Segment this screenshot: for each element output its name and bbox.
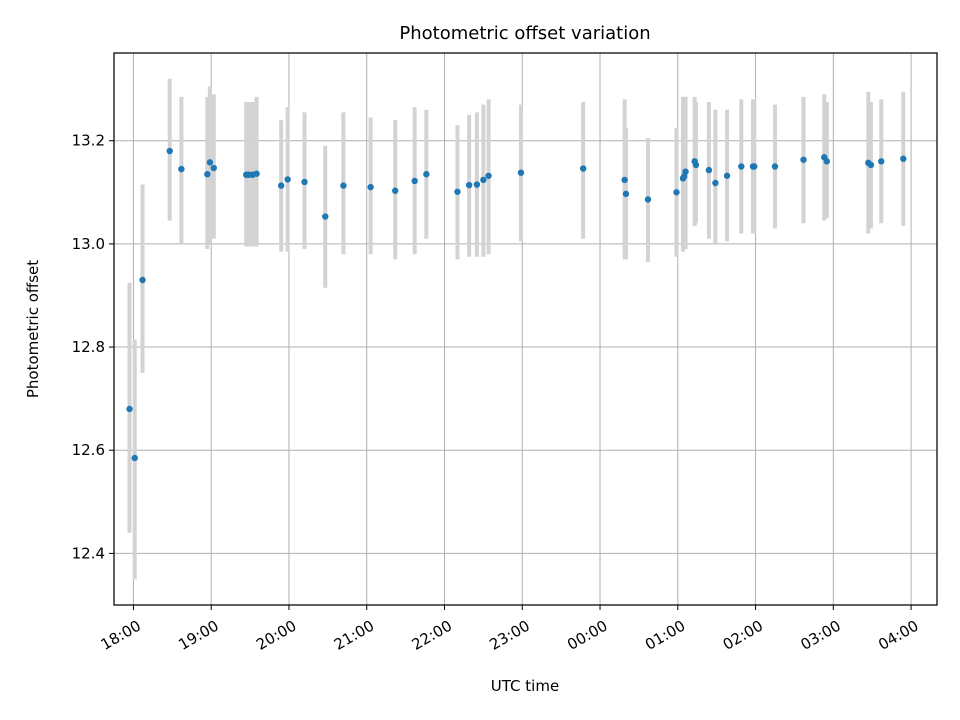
error-bars [127, 78, 906, 580]
y-tick-label: 13.2 [72, 132, 105, 150]
x-tick-label: 04:00 [875, 617, 921, 654]
data-point [878, 158, 885, 165]
y-tick-label: 12.8 [72, 338, 105, 356]
data-point [771, 163, 779, 170]
x-tick-label: 22:00 [409, 617, 455, 654]
data-point [322, 213, 329, 220]
data-point [644, 196, 652, 203]
y-axis-label: Photometric offset [24, 260, 42, 398]
x-tick-label: 21:00 [331, 617, 377, 654]
data-point [692, 161, 700, 169]
data-point [284, 176, 291, 183]
x-tick-label: 20:00 [253, 617, 299, 654]
y-axis-ticks: 12.4 12.6 12.8 13.0 13.2 [72, 132, 114, 562]
data-point [800, 156, 807, 163]
data-point [423, 171, 430, 178]
data-point [823, 158, 831, 165]
x-tick-label: 19:00 [175, 617, 221, 654]
y-tick-label: 12.4 [72, 544, 105, 562]
x-tick-label: 18:00 [98, 617, 144, 654]
data-point [139, 276, 146, 284]
data-point [867, 161, 875, 169]
x-tick-label: 03:00 [797, 617, 843, 654]
data-point [673, 189, 680, 196]
data-point [340, 182, 347, 189]
data-point [392, 187, 399, 194]
x-axis-label: UTC time [491, 677, 559, 695]
data-point [900, 155, 907, 162]
data-point [579, 165, 587, 172]
data-point [367, 183, 374, 191]
data-point [517, 169, 525, 176]
data-point [126, 405, 133, 413]
data-point [621, 176, 628, 184]
data-point [480, 176, 487, 184]
data-point [738, 163, 745, 170]
data-point [131, 454, 138, 462]
data-point [705, 166, 713, 174]
data-point [301, 178, 308, 186]
data-point [723, 172, 731, 179]
data-point [178, 165, 185, 173]
data-point [411, 177, 418, 185]
data-point [277, 182, 285, 189]
plot-frame [113, 52, 938, 606]
data-point [210, 164, 217, 172]
data-point [682, 168, 689, 175]
y-tick-label: 12.6 [72, 441, 105, 459]
data-point [473, 181, 481, 188]
x-tick-label: 01:00 [642, 617, 688, 654]
data-point [465, 181, 473, 189]
data-point [622, 190, 630, 198]
grid-lines [114, 53, 937, 605]
chart-title: Photometric offset variation [399, 23, 650, 44]
data-point [454, 188, 461, 195]
x-axis-ticks: 18:00 19:00 20:00 21:00 22:00 23:00 00:00 01:00… [98, 605, 922, 654]
data-point [712, 179, 719, 187]
data-point [485, 172, 492, 179]
data-point [206, 159, 214, 166]
data-point [204, 171, 211, 178]
data-point [751, 163, 758, 170]
x-tick-label: 00:00 [564, 617, 610, 654]
data-points [126, 147, 907, 462]
data-point [166, 147, 173, 155]
data-point [253, 170, 260, 177]
x-tick-label: 02:00 [720, 617, 766, 654]
x-tick-label: 23:00 [486, 617, 532, 654]
y-tick-label: 13.0 [72, 235, 105, 253]
